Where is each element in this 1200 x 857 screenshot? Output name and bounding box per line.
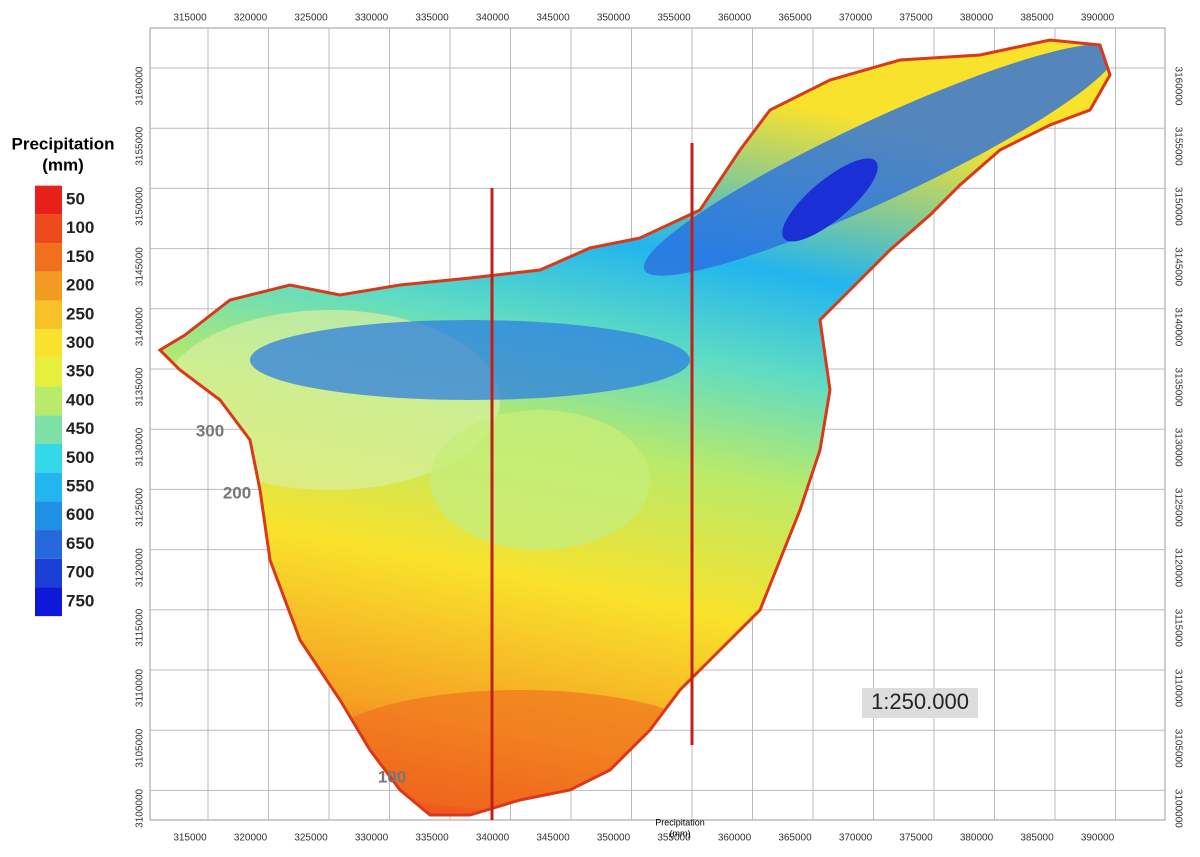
x-tick-label: 390000 [1081,13,1115,24]
legend-label: 100 [66,218,94,237]
legend-swatch [35,185,62,215]
y-tick-label: 3130000 [1172,428,1183,467]
contour-label: 100 [378,767,406,786]
scale-box [862,688,978,718]
y-tick-label: 3115000 [135,608,146,647]
x-tick-label: 345000 [536,13,570,24]
x-tick-label: 325000 [294,13,328,24]
y-tick-label: 3130000 [135,427,146,466]
y-tick-label: 3120000 [1172,548,1183,587]
x-tick-label: 335000 [415,833,449,844]
legend-label: 350 [66,362,94,381]
legend-swatch [35,329,62,358]
y-tick-label: 3100000 [1172,789,1183,828]
x-tick-label: 385000 [1020,13,1054,24]
x-tick-label: 320000 [234,833,268,844]
x-tick-label: 320000 [234,13,268,24]
legend-swatch [35,530,62,559]
x-tick-label: 370000 [839,833,873,844]
x-tick-label: 370000 [839,13,873,24]
legend-label: 50 [66,189,85,208]
legend-label: 700 [66,563,94,582]
legend-label: 500 [66,448,94,467]
legend-swatch [35,501,62,531]
legend-swatch [35,443,62,473]
y-tick-label: 3145000 [135,247,146,286]
legend-label: 200 [66,276,94,295]
legend-label: 750 [66,591,94,610]
y-tick-label: 3155000 [1172,127,1183,166]
legend-title: (mm) [42,155,84,174]
legend-label: 550 [66,476,94,495]
y-tick-label: 3105000 [1172,729,1183,768]
y-tick-label: 3135000 [135,367,146,406]
x-tick-label: 390000 [1081,833,1115,844]
legend-swatch [35,472,62,502]
y-tick-label: 3140000 [1172,307,1183,346]
scale-text: 1:250.000 [871,689,969,714]
x-tick-label: 350000 [597,13,631,24]
x-tick-label: 335000 [415,13,449,24]
x-tick-label: 360000 [718,13,752,24]
x-tick-label: 345000 [536,833,570,844]
legend-label: 650 [66,534,94,553]
x-tick-label: 340000 [476,13,510,24]
contour-label: 200 [223,483,251,502]
y-tick-label: 3140000 [135,307,146,346]
y-tick-label: 3150000 [135,186,146,225]
legend-swatch [35,415,62,444]
x-tick-label: 380000 [960,833,994,844]
x-tick-label: 330000 [355,13,389,24]
y-tick-label: 3115000 [1172,609,1183,648]
legend-swatch [35,357,62,387]
x-tick-label: 315000 [173,833,207,844]
legend-swatch [35,271,62,301]
y-tick-label: 3120000 [135,548,146,587]
y-tick-label: 3100000 [135,788,146,827]
legend-title: Precipitation [12,134,115,153]
y-tick-label: 3150000 [1172,187,1183,226]
x-tick-label: 325000 [294,833,328,844]
legend-swatch [35,243,62,272]
y-tick-label: 3155000 [135,126,146,165]
y-tick-label: 3125000 [1172,488,1183,527]
legend-label: 300 [66,333,94,352]
legend-label: 600 [66,505,94,524]
y-tick-label: 3135000 [1172,368,1183,407]
legend-label: 150 [66,247,94,266]
x-tick-label: 375000 [899,833,933,844]
legend-label: 400 [66,390,94,409]
footer-label: Precipitation [655,817,705,827]
y-tick-label: 3110000 [135,668,146,707]
legend-swatch [35,386,62,416]
legend-swatch [35,300,62,330]
y-tick-label: 3145000 [1172,247,1183,286]
x-tick-label: 360000 [718,833,752,844]
footer-label: (mm) [670,828,691,838]
x-tick-label: 365000 [778,13,812,24]
y-tick-label: 3110000 [1172,669,1183,708]
legend-swatch [35,587,62,617]
contour-label: 300 [196,421,224,440]
x-tick-label: 365000 [778,833,812,844]
y-tick-label: 3160000 [135,66,146,105]
x-tick-label: 380000 [960,13,994,24]
y-tick-label: 3105000 [135,728,146,767]
x-tick-label: 375000 [899,13,933,24]
x-tick-label: 385000 [1020,833,1054,844]
y-tick-label: 3125000 [135,487,146,526]
x-tick-label: 315000 [173,13,207,24]
x-tick-label: 355000 [657,833,691,844]
x-tick-label: 350000 [597,833,631,844]
y-tick-label: 3160000 [1172,67,1183,106]
legend-label: 450 [66,419,94,438]
legend-swatch [35,214,62,244]
legend-swatch [35,558,62,588]
x-tick-label: 340000 [476,833,510,844]
x-tick-label: 355000 [657,13,691,24]
x-tick-label: 330000 [355,833,389,844]
legend-label: 250 [66,304,94,323]
